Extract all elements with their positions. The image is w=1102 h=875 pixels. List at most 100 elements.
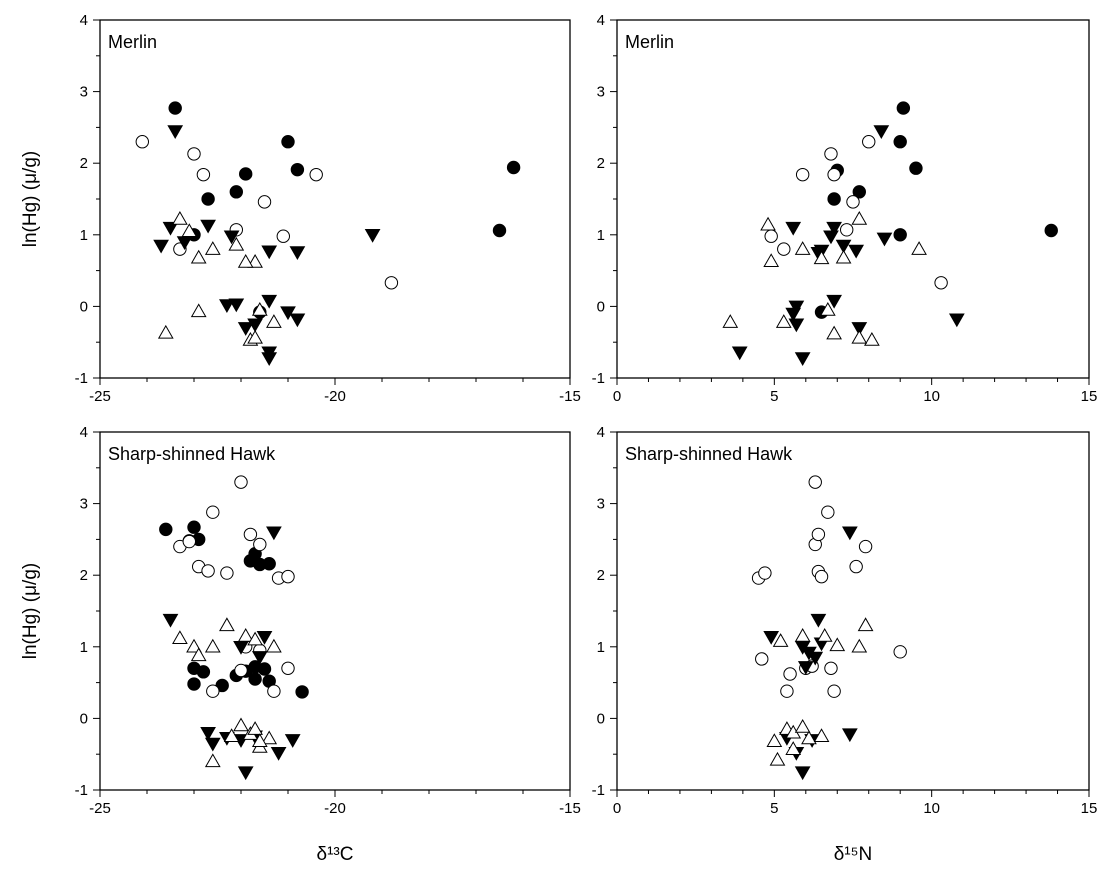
- data-point-open-triangle: [813, 250, 830, 265]
- data-point-open-triangle: [251, 733, 268, 748]
- panel-hawk-d15n: 0 5 10 15 -1 0 1 2 3 4 Sharp-shinned Hawk δ¹⁵N: [592, 424, 1098, 865]
- data-point-filled-triangle: [237, 766, 254, 781]
- data-point-open-triangle: [794, 718, 811, 733]
- data-point-filled-triangle: [261, 352, 278, 366]
- data-point-filled-triangle: [948, 313, 965, 328]
- data-point-filled-triangle: [731, 346, 748, 361]
- data-point-filled-triangle: [835, 239, 852, 254]
- data-point-open-triangle: [266, 638, 282, 653]
- data-point-open-triangle: [851, 211, 868, 225]
- y-tick-label: 2: [80, 155, 88, 172]
- data-point-open-triangle: [186, 638, 202, 653]
- data-point-open-circle: [309, 167, 323, 182]
- data-point-filled-triangle: [247, 318, 263, 333]
- data-point-filled-triangle: [256, 631, 273, 645]
- data-point-open-triangle: [763, 253, 780, 268]
- data-point-open-circle: [182, 534, 197, 549]
- data-point-open-triangle: [829, 637, 846, 652]
- data-point-filled-circle: [229, 185, 244, 199]
- data-point-filled-circle: [239, 167, 253, 181]
- series-open-circle: [135, 135, 399, 290]
- data-point-open-circle: [783, 667, 797, 681]
- data-point-filled-triangle: [876, 232, 893, 247]
- x-tick-label: -15: [559, 388, 581, 405]
- series-open-circle: [751, 475, 907, 698]
- data-point-open-triangle: [233, 717, 249, 732]
- data-point-filled-triangle: [797, 661, 814, 675]
- data-point-open-triangle: [228, 236, 245, 251]
- y-tick-label: 0: [80, 710, 88, 727]
- y-tick-label: 4: [597, 12, 605, 29]
- data-point-filled-triangle: [289, 246, 306, 260]
- data-point-open-triangle: [247, 631, 263, 646]
- y-tick-label: 2: [597, 155, 605, 172]
- data-point-filled-triangle: [153, 239, 169, 254]
- data-point-open-circle: [206, 505, 220, 519]
- data-point-filled-triangle: [289, 313, 306, 328]
- panel-title: Sharp-shinned Hawk: [108, 444, 276, 464]
- data-point-filled-triangle: [219, 299, 235, 313]
- y-tick-label: 2: [597, 567, 605, 584]
- data-point-filled-triangle: [162, 221, 179, 236]
- data-point-filled-triangle: [167, 125, 184, 139]
- data-point-filled-triangle: [794, 766, 811, 781]
- data-point-open-triangle: [266, 314, 282, 328]
- data-point-filled-triangle: [823, 230, 839, 245]
- data-point-open-circle: [827, 167, 841, 182]
- data-point-open-triangle: [172, 630, 188, 644]
- y-tick-label: 4: [597, 424, 605, 441]
- x-tick-label: -15: [559, 800, 581, 817]
- data-point-filled-triangle: [807, 651, 824, 666]
- data-point-filled-triangle: [280, 306, 296, 321]
- data-point-open-circle: [824, 661, 838, 675]
- data-point-open-triangle: [772, 633, 789, 647]
- data-point-open-circle: [811, 527, 826, 542]
- data-point-open-triangle: [851, 329, 868, 344]
- series-open-triangle-up: [722, 211, 927, 346]
- data-point-open-triangle: [172, 211, 188, 225]
- series-open-triangle-up: [157, 211, 282, 346]
- data-point-open-triangle: [722, 314, 739, 328]
- data-point-open-triangle: [204, 638, 221, 653]
- y-tick-label: 1: [80, 639, 88, 656]
- data-point-open-circle: [281, 661, 295, 675]
- data-point-filled-triangle: [763, 631, 780, 645]
- data-point-open-triangle: [769, 751, 786, 766]
- data-point-open-triangle: [766, 733, 783, 748]
- data-point-filled-triangle: [261, 245, 278, 260]
- data-point-filled-circle: [187, 677, 201, 691]
- data-point-filled-circle: [896, 101, 911, 115]
- data-point-open-triangle: [857, 617, 874, 632]
- data-point-open-triangle: [851, 638, 868, 653]
- data-point-open-circle: [276, 229, 290, 243]
- data-point-open-triangle: [204, 753, 221, 768]
- data-point-filled-circle: [248, 672, 262, 686]
- data-point-filled-triangle: [270, 747, 287, 761]
- data-point-open-circle: [281, 569, 295, 584]
- data-point-filled-circle: [290, 162, 305, 177]
- data-point-filled-circle: [827, 192, 841, 206]
- data-point-filled-triangle: [841, 728, 858, 743]
- y-tick-label: -1: [592, 370, 605, 387]
- x-tick-label: 0: [613, 800, 621, 817]
- data-point-filled-triangle: [364, 229, 381, 243]
- plot-frame: [99, 431, 571, 791]
- y-tick-label: 3: [597, 496, 605, 513]
- data-point-open-triangle: [223, 728, 240, 743]
- x-tick-label: 15: [1081, 800, 1098, 817]
- y-tick-label: 0: [80, 298, 88, 315]
- data-point-open-circle: [267, 684, 281, 698]
- data-point-open-circle: [234, 663, 248, 678]
- x-tick-label: -25: [89, 388, 111, 405]
- data-point-filled-circle: [893, 135, 907, 149]
- data-point-open-circle: [764, 229, 778, 243]
- data-point-filled-triangle: [785, 221, 802, 236]
- data-point-open-circle: [858, 539, 873, 554]
- data-point-open-circle: [808, 475, 822, 489]
- panel-merlin-d15n: 0 5 10 15 -1 0 1 2 3 4 Merlin: [592, 12, 1098, 405]
- y-tick-label: 0: [597, 298, 605, 315]
- x-tick-label: 5: [770, 388, 778, 405]
- data-point-open-triangle: [819, 301, 836, 316]
- data-point-filled-triangle: [162, 613, 179, 628]
